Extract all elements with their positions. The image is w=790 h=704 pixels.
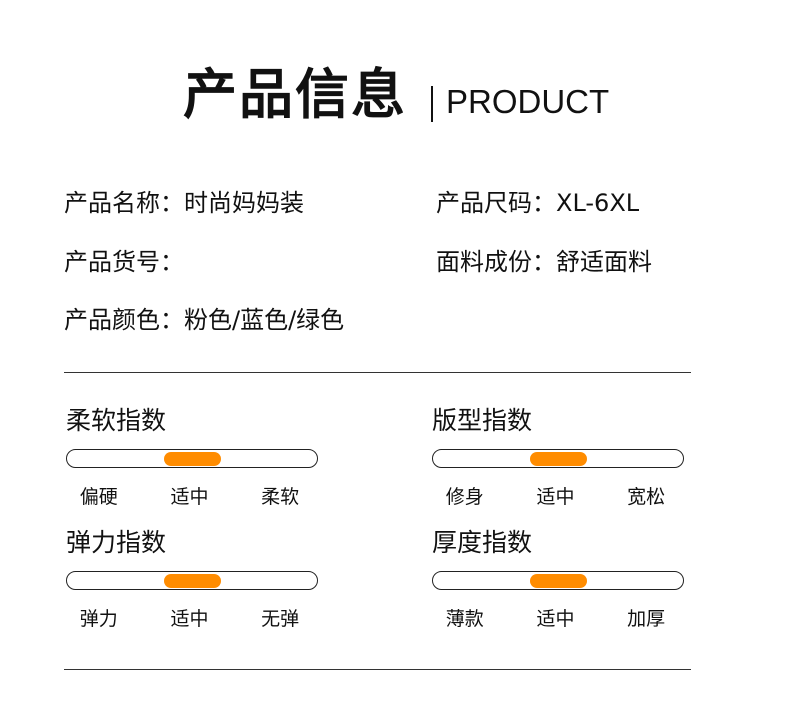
product-sku: 产品货号： [64,248,184,276]
page-subtitle: PRODUCT [446,83,610,120]
index-label: 弹力 [79,608,118,630]
product-color: 产品颜色：粉色/蓝色/绿色 [64,306,345,334]
index-title: 弹力指数 [66,528,167,557]
divider [64,372,691,373]
index-label: 适中 [536,486,575,508]
title-divider [431,86,433,122]
index-thumb [164,574,221,588]
index-thumb [530,574,587,588]
index-label: 适中 [536,608,575,630]
index-title: 版型指数 [432,406,533,435]
index-bar [66,571,318,590]
index-title: 柔软指数 [66,406,167,435]
index-label: 适中 [170,608,209,630]
index-label: 宽松 [627,486,666,508]
index-bar [432,571,684,590]
index-bar [432,449,684,468]
product-fabric: 面料成份：舒适面料 [436,248,652,276]
index-label: 偏硬 [79,486,118,508]
index-label: 无弹 [261,608,300,630]
index-label: 修身 [445,486,484,508]
index-label: 适中 [170,486,209,508]
index-label: 薄款 [445,608,484,630]
index-thumb [164,452,221,466]
product-name: 产品名称：时尚妈妈装 [64,189,304,217]
index-bar [66,449,318,468]
index-title: 厚度指数 [432,528,533,557]
index-label: 加厚 [627,608,666,630]
divider [64,669,691,670]
page-title: 产品信息 [183,63,407,126]
index-label: 柔软 [261,486,300,508]
product-size: 产品尺码：XL-6XL [436,189,640,217]
index-thumb [530,452,587,466]
